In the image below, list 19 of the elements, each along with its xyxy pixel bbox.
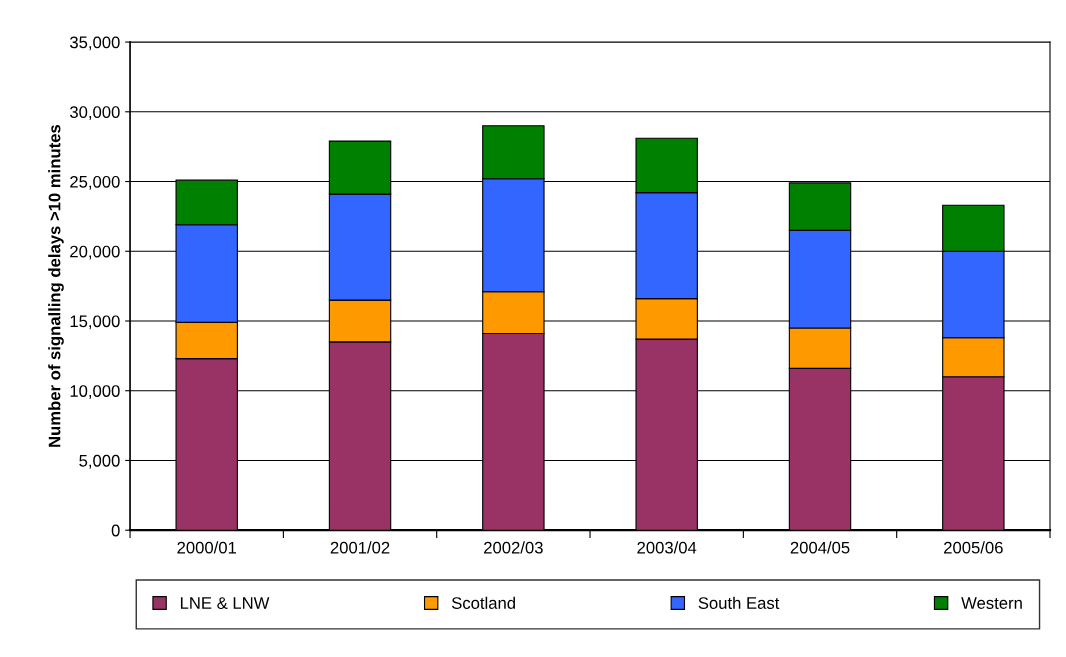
y-tick-label: 30,000 [69, 106, 120, 120]
y-tick-label: 0 [111, 524, 120, 537]
y-axis-title: Number of signalling delays >10 minutes [48, 124, 64, 447]
y-tick-label: 5,000 [79, 454, 120, 469]
x-tick-label: 2001/02 [330, 541, 390, 554]
legend-label: LNE & LNW [180, 597, 270, 609]
x-tick-label: 2004/05 [790, 541, 850, 554]
y-tick-label: 10,000 [70, 385, 120, 399]
y-tick-label: 20,000 [70, 245, 120, 260]
x-tick-label: 2002/03 [484, 541, 543, 554]
legend-label: Western [961, 597, 1022, 609]
x-tick-label: 2003/04 [637, 541, 697, 554]
y-tick-label: 15,000 [70, 315, 120, 330]
legend-label: Scotland [451, 596, 515, 609]
x-tick-label: 2005/06 [944, 541, 1003, 554]
y-tick-label: 35,000 [69, 36, 120, 51]
legend-label: South East [698, 596, 780, 609]
y-tick-label: 25,000 [70, 175, 120, 190]
x-tick-label: 2000/01 [177, 541, 237, 554]
